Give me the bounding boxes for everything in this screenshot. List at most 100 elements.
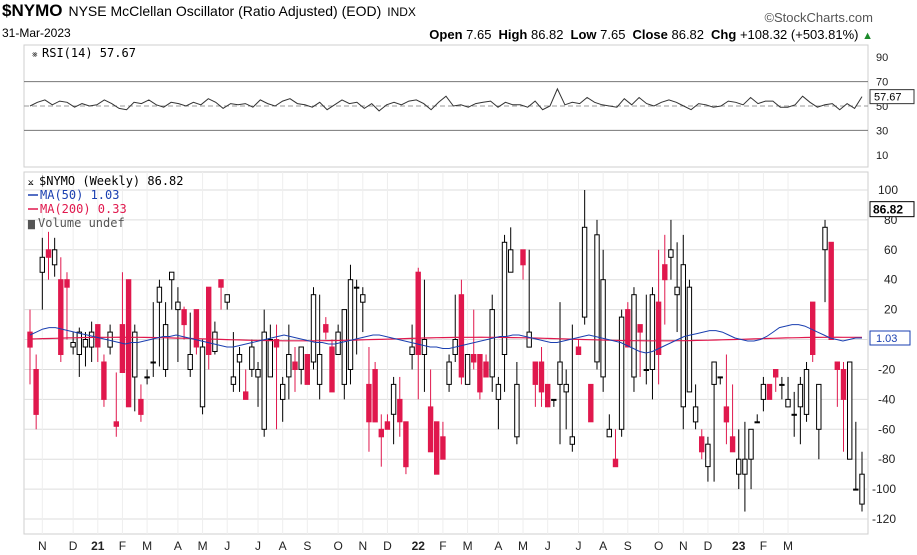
candle: [51, 237, 58, 277]
candle-body: [526, 331, 532, 348]
candle-body: [415, 271, 421, 356]
candle-body: [273, 339, 280, 348]
x-tick-label: 22: [412, 539, 426, 553]
candle-body: [199, 346, 206, 408]
candle-body: [212, 331, 218, 353]
candle-body: [88, 331, 95, 348]
x-tick-label: A: [599, 539, 607, 553]
candle: [440, 421, 446, 460]
ma50-tag-value: 1.03: [876, 333, 897, 345]
candle-body: [631, 294, 637, 378]
candle-body: [717, 376, 723, 379]
candle-body: [267, 339, 274, 378]
price-legend: ⨲ $NYMO (Weekly) 86.82 MA(50) 1.03 MA(20…: [27, 174, 184, 230]
candle-body: [175, 301, 181, 311]
candle: [674, 242, 680, 333]
candle: [162, 302, 169, 377]
ma200-line: [29, 336, 863, 342]
ma50-tag: 1.03: [869, 330, 911, 346]
candle: [27, 309, 33, 385]
candle: [187, 312, 193, 377]
candle-body: [181, 309, 187, 326]
candle-body: [249, 346, 255, 370]
rsi-last-value-tag: 57.67: [869, 89, 915, 105]
price-tick-label: 100: [878, 183, 898, 197]
candle: [224, 294, 230, 310]
candle-body: [193, 309, 200, 348]
candle: [267, 324, 274, 378]
candle: [779, 376, 785, 400]
candle: [760, 376, 767, 412]
rsi-panel-frame: [23, 44, 869, 168]
candle-body: [680, 264, 686, 408]
candle: [668, 219, 674, 280]
candle-body: [723, 406, 730, 423]
candle: [637, 324, 643, 377]
candle-body: [859, 473, 865, 505]
candle: [304, 354, 311, 385]
candle-body: [606, 428, 612, 438]
candle: [631, 287, 637, 392]
candle: [378, 414, 385, 467]
chart-title-line: $NYMO NYSE McClellan Oscillator (Ratio Ad…: [2, 1, 416, 21]
candle: [711, 361, 717, 482]
candle: [230, 332, 237, 392]
candle-body: [637, 324, 643, 333]
brand-watermark[interactable]: ©StockCharts.com: [764, 10, 873, 25]
candle-body: [33, 369, 39, 415]
candle-body: [169, 271, 175, 281]
candle-body: [150, 361, 156, 364]
x-tick-label: 23: [732, 539, 746, 553]
rsi-tag-box: [869, 89, 915, 105]
close-label: Close: [632, 27, 668, 42]
candle-body: [766, 383, 773, 400]
rsi-gridlines: [24, 81, 868, 131]
candle: [199, 339, 206, 415]
price-tick-label: -120: [872, 512, 896, 526]
candle-body: [501, 241, 508, 355]
x-tick-label: M: [198, 539, 208, 553]
candle: [773, 369, 779, 392]
rsi-legend-icon: ⨳: [32, 49, 38, 59]
last-close-value: 86.82: [873, 203, 903, 217]
change-value: +108.32 (+503.81%): [739, 27, 859, 42]
x-tick-label: D: [69, 539, 78, 553]
x-tick-label: J: [224, 539, 230, 553]
candle-body: [224, 294, 230, 303]
candle-body: [206, 286, 212, 356]
ma50-line: [29, 324, 862, 354]
price-tick-label: -80: [878, 452, 896, 466]
candle: [273, 324, 280, 430]
price-panel-frame: [23, 171, 869, 535]
last-close-tag-box: [869, 201, 915, 218]
candle-body: [840, 369, 847, 400]
candle-body: [310, 294, 317, 363]
volume-legend-icon: ▇: [27, 219, 36, 230]
candle-body: [686, 286, 693, 393]
candle: [45, 231, 52, 280]
candle: [477, 354, 483, 400]
candle: [545, 383, 551, 408]
candle-body: [508, 249, 514, 273]
candle-body: [372, 369, 378, 423]
candle: [384, 414, 391, 430]
ma50-legend-label: MA(50) 1.03: [40, 188, 119, 202]
candle-body: [705, 443, 711, 468]
x-tick-label: J: [545, 539, 551, 553]
candle-body: [323, 324, 329, 333]
candle: [692, 384, 699, 430]
candle-body: [329, 346, 335, 393]
x-tick-label: S: [624, 539, 632, 553]
candle: [150, 302, 156, 377]
candle: [193, 309, 200, 355]
candle-body: [674, 286, 680, 296]
candle: [483, 354, 489, 378]
candle: [471, 309, 477, 370]
price-tick-label: 40: [884, 273, 898, 287]
candle: [286, 324, 292, 400]
candle: [581, 189, 588, 325]
price-tick-label: 60: [884, 243, 898, 257]
candle: [144, 369, 150, 385]
candle: [822, 219, 828, 303]
